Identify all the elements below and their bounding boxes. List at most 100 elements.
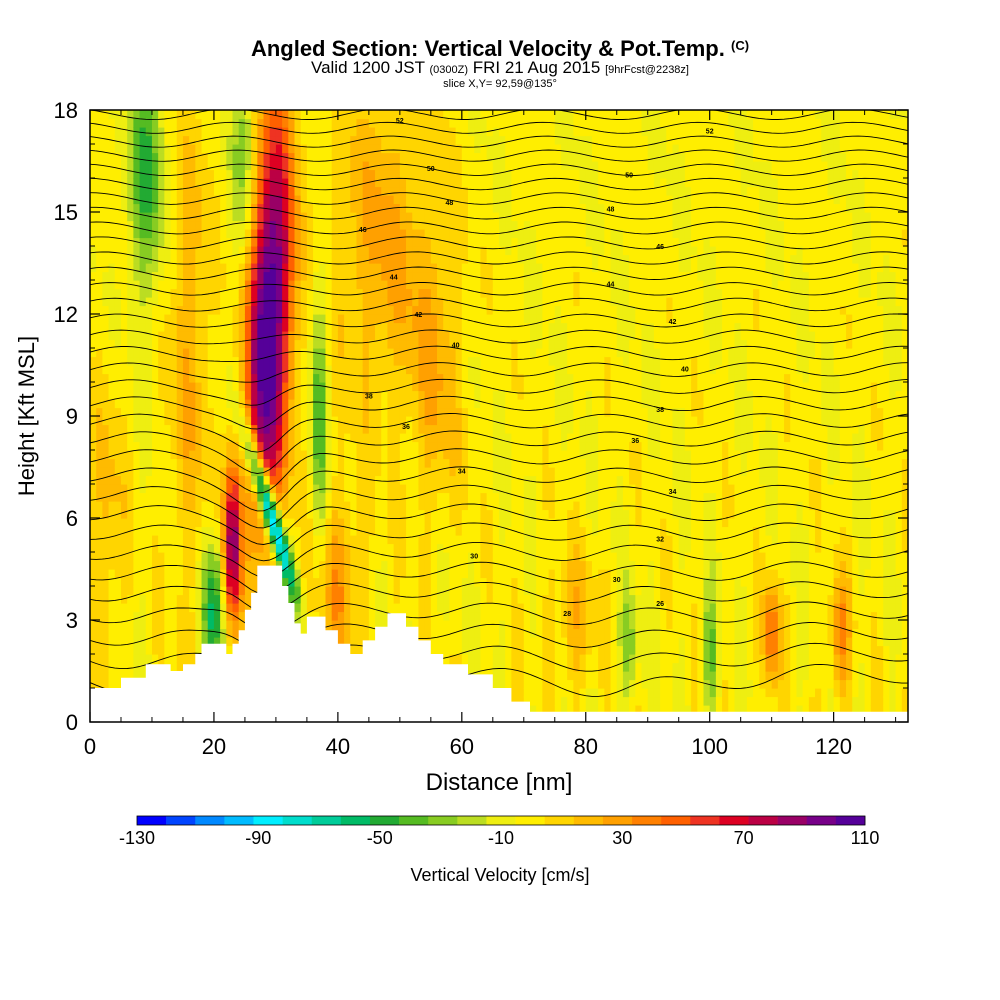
- theta-contour-33: [90, 522, 908, 562]
- contour-label-13: 42: [669, 319, 677, 326]
- theta-contour-35: [90, 484, 908, 529]
- x-tick-label-80: 80: [574, 734, 598, 759]
- colorbar-swatch: [282, 816, 313, 825]
- x-tick-label-20: 20: [202, 734, 226, 759]
- y-tick-label-3: 3: [66, 608, 78, 633]
- colorbar-swatch: [457, 816, 487, 825]
- colorbar-swatch: [515, 816, 545, 825]
- colorbar-swatch: [544, 816, 575, 825]
- x-tick-label-60: 60: [450, 734, 474, 759]
- theta-contour-58: [90, 121, 908, 134]
- theta-contour-45: [90, 313, 908, 328]
- colorbar-tick-label--10: -10: [488, 828, 514, 848]
- contour-label-18: 46: [359, 227, 367, 234]
- theta-contour-50: [90, 236, 908, 250]
- chart-title: Angled Section: Vertical Velocity & Pot.…: [250, 36, 750, 61]
- theta-contour-57: [90, 135, 908, 148]
- colorbar-swatch: [428, 816, 458, 825]
- contour-label-15: 44: [607, 281, 615, 288]
- colorbar-swatch: [486, 816, 516, 825]
- chart-subtitle: Valid 1200 JST (0300Z) FRI 21 Aug 2015 […: [311, 58, 689, 77]
- contour-label-5: 34: [669, 489, 677, 496]
- contour-label-7: 36: [631, 438, 639, 445]
- contour-label-16: 44: [390, 275, 398, 282]
- contour-label-1: 28: [563, 611, 571, 618]
- contour-label-10: 38: [365, 394, 373, 401]
- contour-label-12: 40: [452, 343, 460, 350]
- colorbar-tick-label--130: -130: [119, 828, 155, 848]
- contour-label-11: 40: [681, 366, 689, 373]
- theta-contour-55: [90, 163, 908, 176]
- colorbar-swatch: [777, 816, 808, 825]
- colorbar: -130 -90 -50 -10 30 70 110: [119, 815, 880, 848]
- x-tick-label-100: 100: [691, 734, 728, 759]
- contour-label-6: 34: [458, 468, 466, 475]
- colorbar-tick-label--90: -90: [245, 828, 271, 848]
- contour-label-9: 38: [656, 407, 664, 414]
- y-tick-label-0: 0: [66, 710, 78, 735]
- colorbar-swatch: [602, 816, 633, 825]
- x-axis: 0 20 40 60 80 100 120: [84, 110, 897, 759]
- theta-contour-56: [90, 149, 908, 162]
- colorbar-swatch: [166, 816, 196, 825]
- colorbar-swatch: [369, 816, 400, 825]
- colorbar-swatch: [573, 816, 604, 825]
- colorbar-swatch: [661, 816, 691, 825]
- colorbar-swatch: [224, 816, 254, 825]
- x-tick-label-0: 0: [84, 734, 96, 759]
- contour-label-23: 52: [706, 128, 714, 135]
- contour-label-14: 42: [415, 312, 423, 319]
- theta-contour-34: [90, 503, 908, 545]
- contour-label-21: 50: [625, 173, 633, 180]
- y-tick-label-12: 12: [54, 302, 78, 327]
- potential-temperature-contours: [90, 110, 908, 697]
- theta-contour-37: [90, 448, 908, 494]
- contour-label-17: 46: [656, 244, 664, 251]
- contour-label-22: 50: [427, 166, 435, 173]
- colorbar-swatch: [253, 816, 283, 825]
- x-tick-label-120: 120: [815, 734, 852, 759]
- colorbar-tick-label-110: 110: [851, 828, 880, 848]
- contour-label-8: 36: [402, 424, 410, 431]
- y-axis-label: Height [Kft MSL]: [14, 336, 39, 496]
- theta-contour-36: [90, 466, 908, 512]
- theta-contour-46: [90, 297, 908, 312]
- y-tick-label-9: 9: [66, 404, 78, 429]
- theta-contour-51: [90, 221, 908, 235]
- colorbar-swatch: [195, 816, 225, 825]
- contour-labels: 26 28 30 32 30 34 34 36 36 38 38 40 40 42 42 44 44 46 46 48…: [359, 118, 714, 618]
- colorbar-tick-label-30: 30: [612, 828, 632, 848]
- colorbar-frame: [136, 815, 866, 826]
- x-tick-label-40: 40: [326, 734, 350, 759]
- colorbar-label: Vertical Velocity [cm/s]: [410, 865, 589, 885]
- theta-contour-39: [90, 413, 908, 453]
- x-axis-label: Distance [nm]: [426, 769, 573, 796]
- colorbar-swatch: [137, 816, 167, 825]
- contour-label-2: 30: [613, 577, 621, 584]
- theta-contour-42: [90, 362, 908, 383]
- theta-contour-41: [90, 378, 908, 406]
- slice-info: slice X,Y= 92,59@135°: [443, 78, 557, 90]
- colorbar-swatch: [311, 816, 342, 825]
- colorbar-swatch: [748, 816, 778, 825]
- theta-contour-52: [90, 206, 908, 220]
- colorbar-swatch: [835, 816, 866, 825]
- colorbar-tick-label--50: -50: [367, 828, 393, 848]
- theta-contour-38: [90, 430, 908, 474]
- colorbar-swatch: [719, 816, 749, 825]
- y-tick-label-15: 15: [54, 200, 78, 225]
- colorbar-swatch: [806, 816, 837, 825]
- theta-contour-43: [90, 345, 908, 362]
- colorbar-swatch: [399, 816, 429, 825]
- contour-label-24: 52: [396, 118, 404, 125]
- contour-label-19: 48: [607, 207, 615, 214]
- colorbar-swatch: [632, 816, 662, 825]
- contour-label-4: 30: [470, 553, 478, 560]
- colorbar-tick-label-70: 70: [734, 828, 754, 848]
- colorbar-swatch: [340, 816, 371, 825]
- theta-contour-48: [90, 266, 908, 281]
- theta-contour-47: [90, 282, 908, 296]
